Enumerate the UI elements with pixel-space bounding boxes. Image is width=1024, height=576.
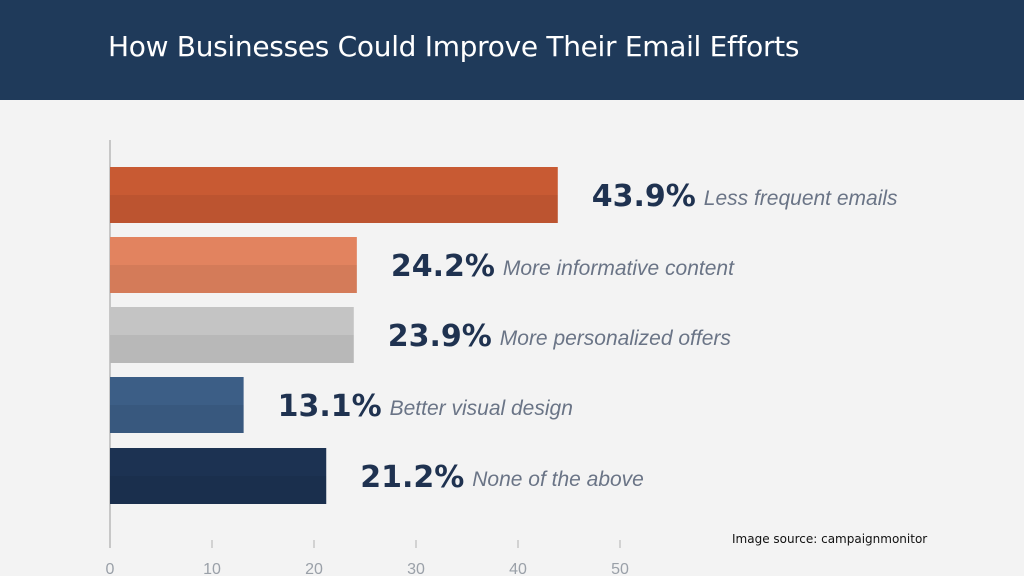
bar-value-label: 13.1% xyxy=(278,389,382,424)
bar-category-label: Less frequent emails xyxy=(704,187,898,210)
x-tick-label: 0 xyxy=(106,561,115,576)
image-source-caption: Image source: campaignmonitor xyxy=(732,532,927,546)
x-tick-label: 30 xyxy=(407,561,425,576)
bar-category-label: None of the above xyxy=(472,468,644,491)
bar-category-label: More informative content xyxy=(503,257,735,280)
bar-shade xyxy=(110,476,326,504)
bar-shade xyxy=(110,335,354,363)
bar-shade xyxy=(110,405,244,433)
x-tick-label: 20 xyxy=(305,561,323,576)
bar-value-label: 24.2% xyxy=(391,249,495,284)
bar-value-label: 23.9% xyxy=(388,319,492,354)
bar-value-label: 43.9% xyxy=(592,179,696,214)
bar-value-label: 21.2% xyxy=(360,460,464,495)
x-tick-label: 50 xyxy=(611,561,629,576)
bar-category-label: Better visual design xyxy=(390,397,573,420)
bar-shade xyxy=(110,195,558,223)
bar-shade xyxy=(110,265,357,293)
bar-category-label: More personalized offers xyxy=(500,327,732,350)
x-tick-label: 40 xyxy=(509,561,527,576)
x-tick-label: 10 xyxy=(203,561,221,576)
